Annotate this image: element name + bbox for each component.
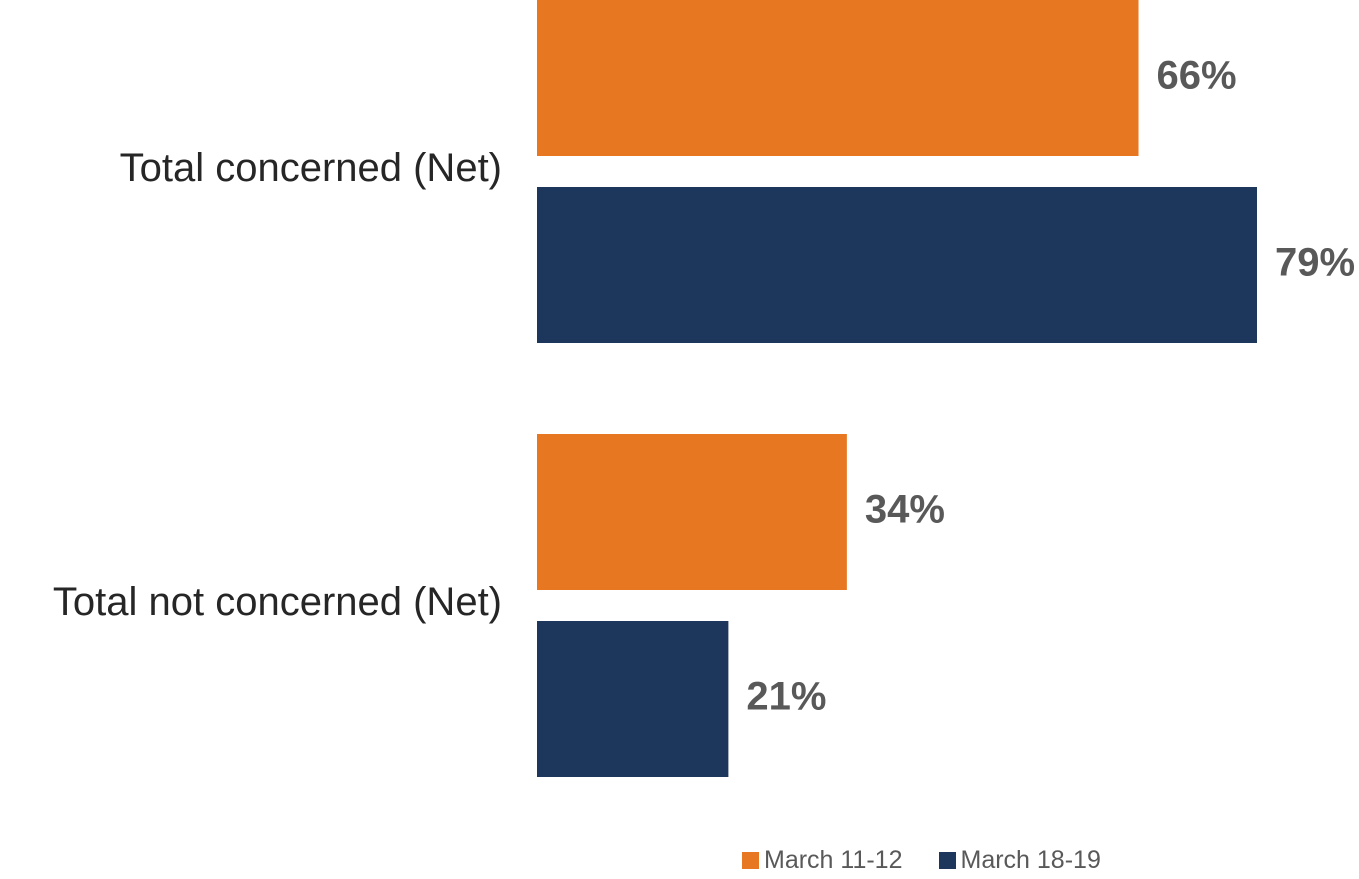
legend-label-series-2: March 18-19 [960,846,1101,874]
bar-cat2-series2 [537,621,729,777]
chart-legend: March 11-12 March 18-19 [742,846,1101,875]
data-label-cat2-series2: 21% [746,675,826,719]
bar-cat1-series2 [537,187,1257,343]
category-label-2: Total not concerned (Net) [53,580,502,624]
bar-cat1-series1 [537,0,1139,156]
legend-swatch-series-2 [938,852,956,869]
legend-swatch-series-1 [742,852,759,869]
bar-cat2-series1 [537,434,847,590]
category-label-1: Total concerned (Net) [120,146,502,190]
legend-label-series-1: March 11-12 [764,846,903,874]
legend-item-series-1: March 11-12 [742,846,903,875]
legend-item-series-2: March 18-19 [938,846,1101,875]
data-label-cat2-series1: 34% [865,488,945,532]
data-label-cat1-series2: 79% [1275,241,1355,285]
data-label-cat1-series1: 66% [1157,54,1237,98]
